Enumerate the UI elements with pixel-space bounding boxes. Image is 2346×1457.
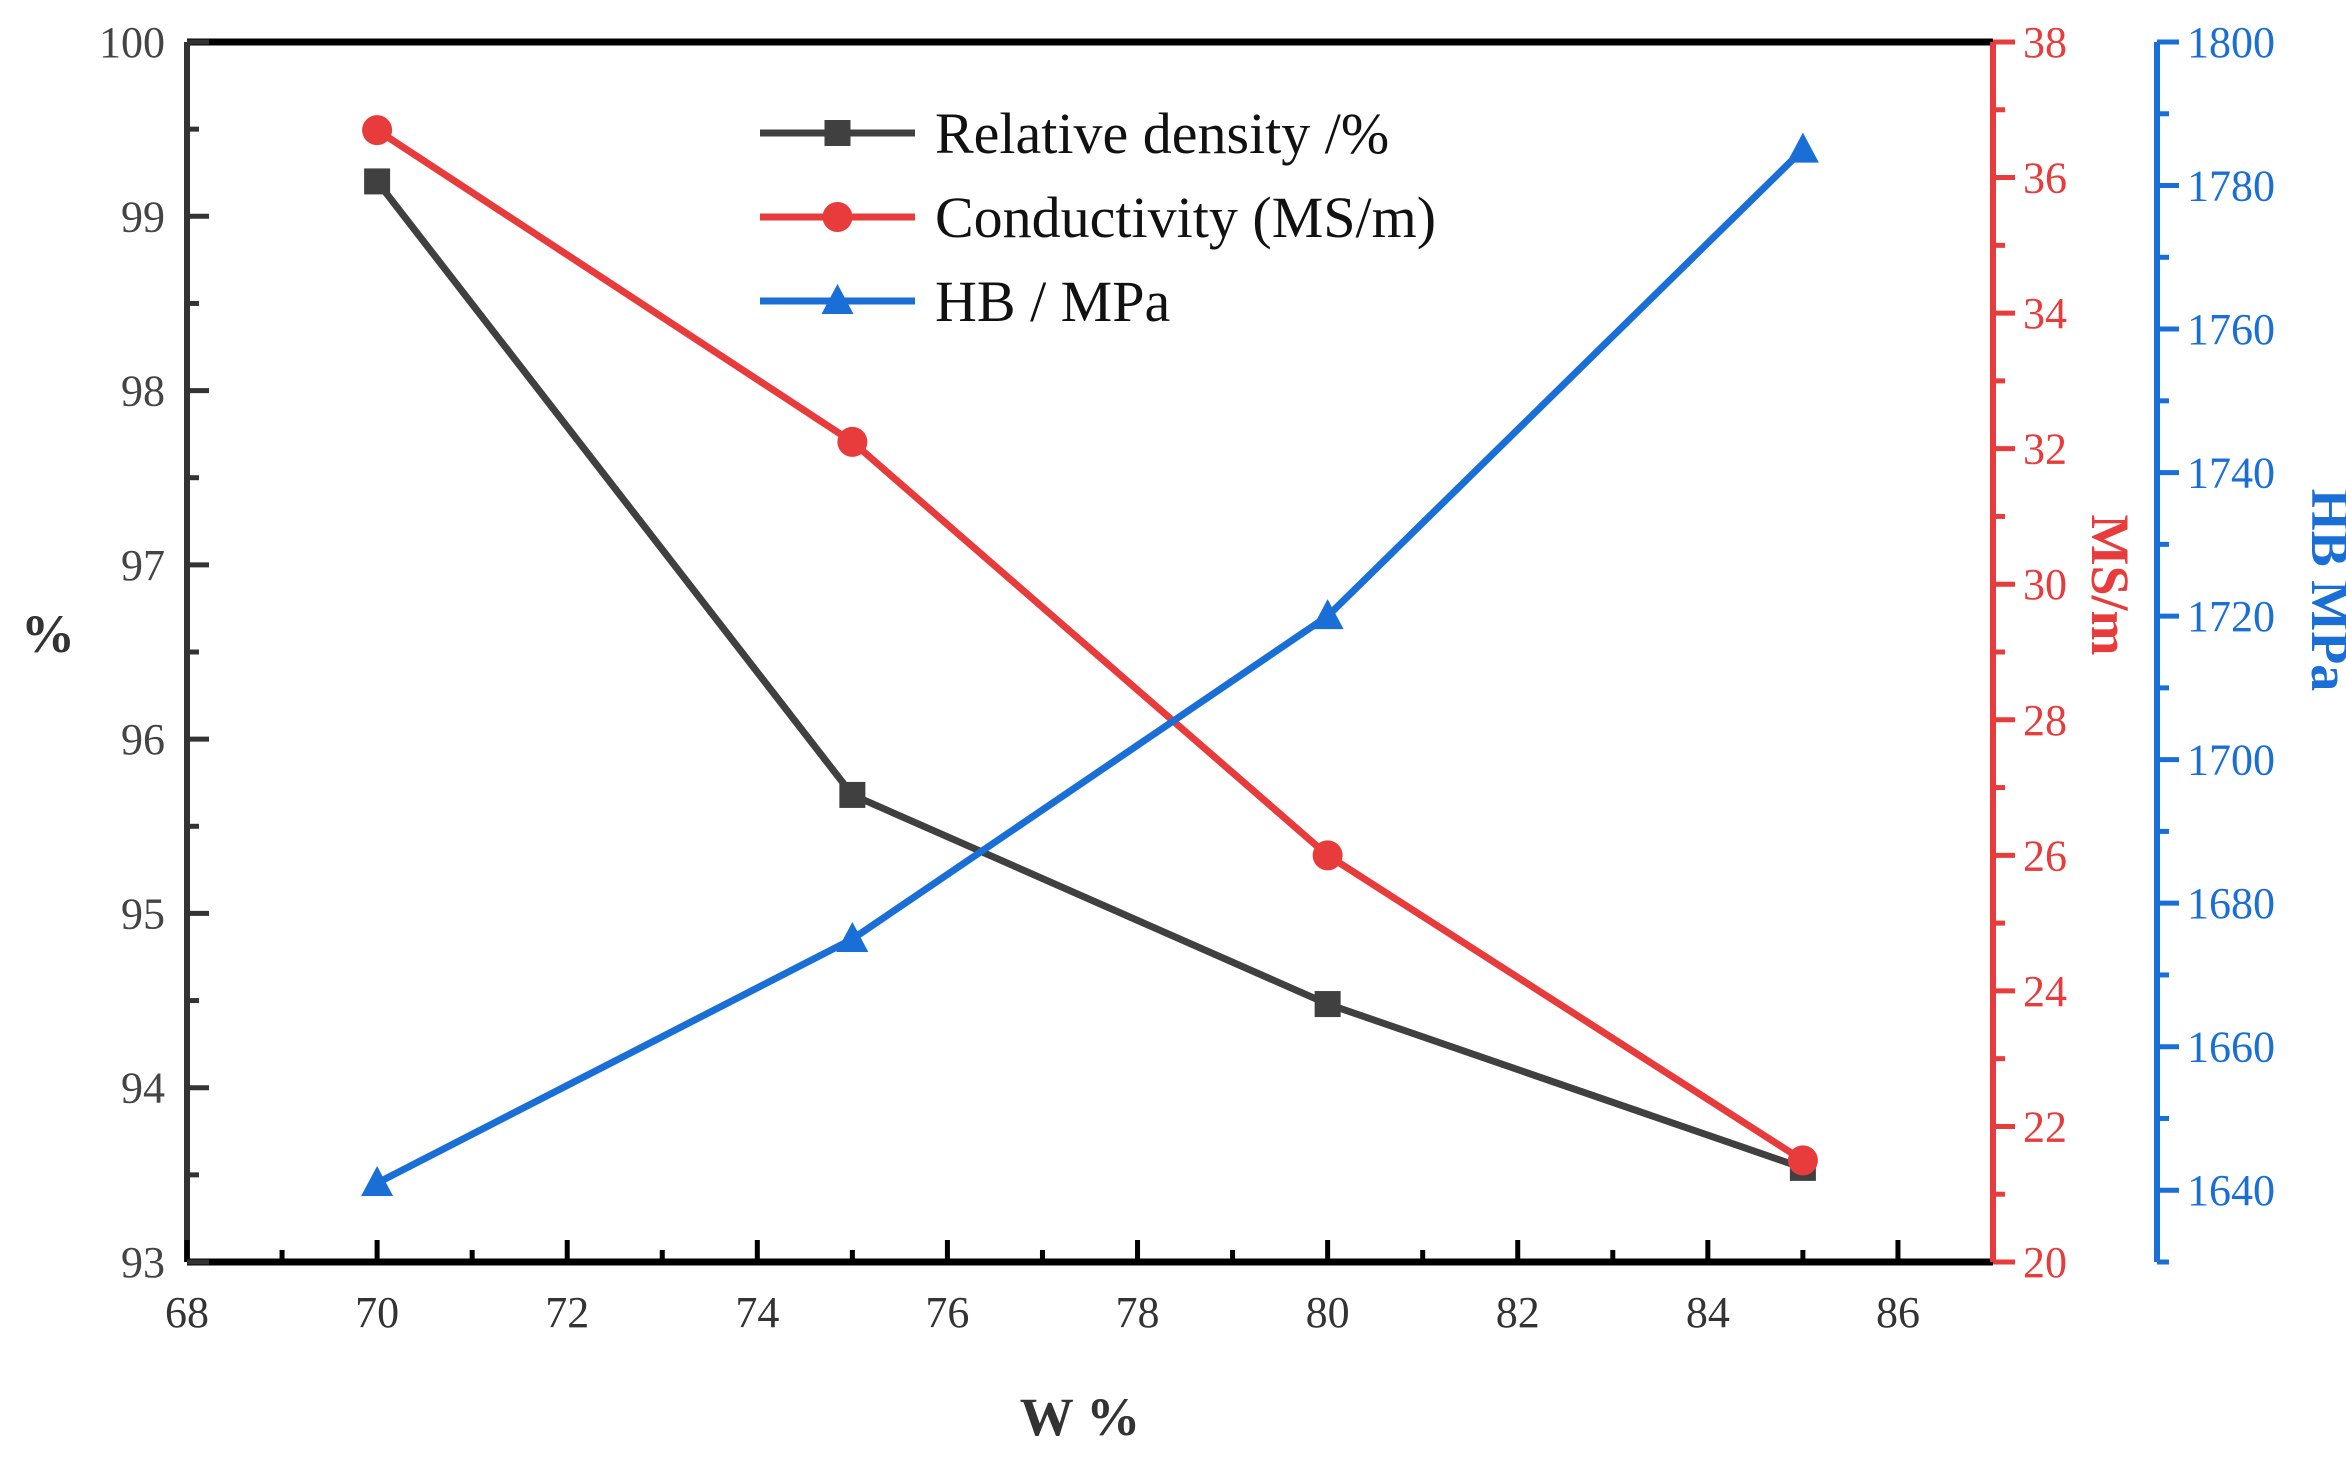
data-point — [1314, 991, 1341, 1018]
data-point — [837, 426, 868, 457]
series-line-2 — [375, 127, 1805, 1164]
right2-tick-label: 1680 — [2187, 879, 2275, 928]
right-tick-label: 34 — [2023, 289, 2067, 338]
legend-marker — [824, 120, 851, 146]
left-tick-label: 100 — [99, 18, 165, 67]
right-tick-label: 24 — [2023, 967, 2067, 1016]
data-point — [1311, 599, 1344, 630]
left-tick-label: 94 — [121, 1064, 165, 1113]
data-point — [364, 168, 391, 195]
right2-tick-label: 1780 — [2187, 162, 2275, 211]
series-line-3 — [375, 147, 1806, 1187]
right-tick-label: 38 — [2023, 18, 2067, 67]
data-point — [1787, 1145, 1818, 1176]
left-tick-label: 93 — [121, 1238, 165, 1287]
data-point — [836, 922, 869, 953]
x-tick-label: 72 — [545, 1288, 589, 1337]
x-tick-label: 68 — [165, 1288, 209, 1337]
right-axis-title: MS/m — [2080, 515, 2140, 656]
legend-label: Relative density /% — [935, 101, 1389, 166]
x-tick-label: 70 — [355, 1288, 399, 1337]
right2-tick-label: 1760 — [2187, 305, 2275, 354]
right-tick-label: 22 — [2023, 1102, 2067, 1151]
right-tick-label: 28 — [2023, 696, 2067, 745]
legend-label: HB / MPa — [935, 269, 1170, 334]
x-axis-title: W % — [1020, 1387, 1141, 1447]
left-tick-label: 96 — [121, 715, 165, 764]
right2-tick-label: 1660 — [2187, 1023, 2275, 1072]
x-tick-label: 86 — [1876, 1288, 1920, 1337]
right-tick-label: 26 — [2023, 831, 2067, 880]
left-tick-label: 98 — [121, 367, 165, 416]
left-tick-label: 95 — [121, 889, 165, 938]
right-tick-label: 30 — [2023, 560, 2067, 609]
data-point — [361, 1166, 394, 1197]
series-line-1 — [374, 179, 1805, 1172]
left-tick-label: 99 — [121, 192, 165, 241]
right2-tick-label: 1720 — [2187, 592, 2275, 641]
right-tick-label: 20 — [2023, 1238, 2067, 1287]
right2-tick-label: 1640 — [2187, 1166, 2275, 1215]
left-tick-label: 97 — [121, 541, 165, 590]
legend: Relative density /% Conductivity (MS/m) HB… — [760, 101, 1436, 334]
right2-tick-label: 1740 — [2187, 449, 2275, 498]
data-point — [1786, 132, 1819, 163]
legend-label: Conductivity (MS/m) — [935, 185, 1436, 250]
right2-axis-title: HB MPa — [2300, 489, 2346, 691]
x-tick-label: 82 — [1496, 1288, 1540, 1337]
left-axis-title: % — [21, 604, 75, 664]
right-tick-label: 32 — [2023, 425, 2067, 474]
legend-marker — [822, 202, 853, 232]
x-tick-label: 74 — [735, 1288, 779, 1337]
right2-tick-label: 1700 — [2187, 736, 2275, 785]
data-point — [362, 115, 393, 146]
right-tick-label: 36 — [2023, 154, 2067, 203]
x-tick-label: 76 — [925, 1288, 969, 1337]
axes-layer: 68 70 72 74 76 78 80 82 84 86 93 94 95 96 97 98 99 100 20 2… — [99, 18, 2275, 1337]
right2-tick-label: 1800 — [2187, 18, 2275, 67]
x-tick-label: 84 — [1686, 1288, 1730, 1337]
data-point — [1312, 840, 1343, 871]
x-tick-label: 78 — [1116, 1288, 1160, 1337]
data-point — [839, 781, 866, 808]
legend-marker — [821, 284, 854, 314]
series-layer — [361, 115, 1819, 1197]
x-tick-label: 80 — [1306, 1288, 1350, 1337]
